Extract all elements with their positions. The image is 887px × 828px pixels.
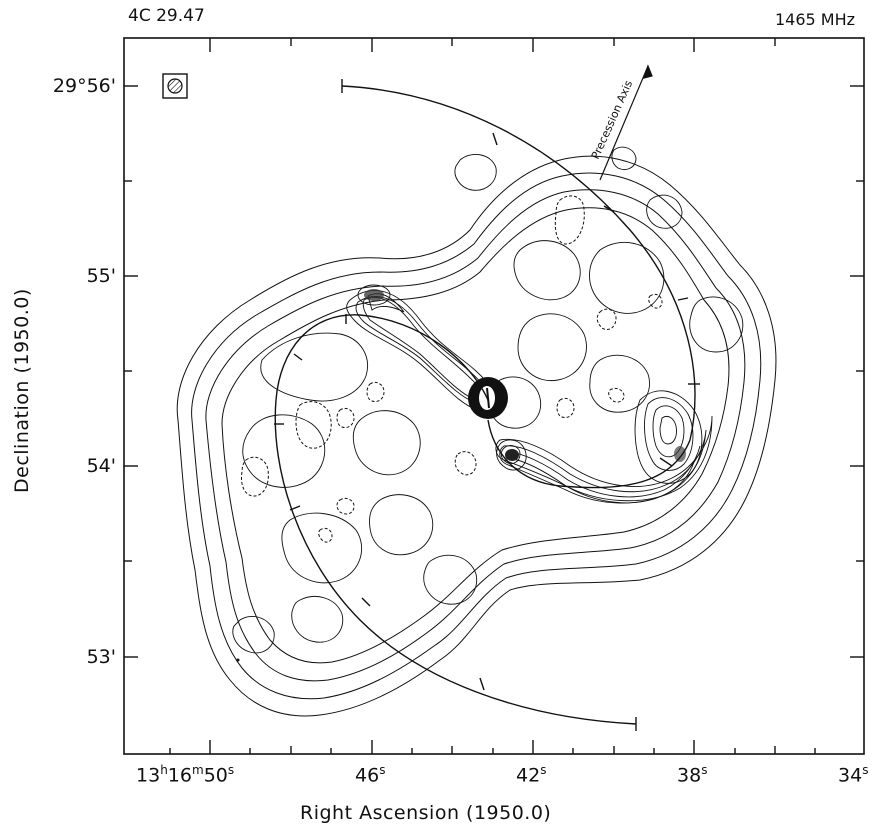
- north-hotspot: [357, 284, 391, 306]
- west-hotspot: [674, 446, 686, 462]
- stray-dot: [236, 658, 240, 662]
- axis-ticks: [124, 38, 864, 754]
- x-tick-label: 34s: [838, 763, 869, 787]
- core: [468, 377, 508, 419]
- x-tick-label: 38s: [677, 763, 708, 787]
- precession-axis-arrow: [599, 64, 653, 181]
- y-axis-label: Declination (1950.0): [11, 288, 33, 493]
- beam-marker: [162, 73, 188, 99]
- y-tick-label: 55': [86, 265, 116, 287]
- y-tick-label: 29°56': [52, 75, 116, 97]
- inner-contours: [232, 146, 744, 654]
- chart-title-right: 1465 MHz: [774, 10, 855, 29]
- y-tick-label: 53': [86, 646, 116, 668]
- x-tick-label: 42s: [516, 763, 547, 787]
- chart-title-left: 4C 29.47: [128, 6, 205, 26]
- negative-contours: [241, 195, 663, 543]
- plot-frame: [123, 37, 865, 755]
- y-tick-label: 54': [86, 455, 116, 477]
- x-tick-label: 13h16m50s: [136, 763, 235, 787]
- x-tick-label: 46s: [355, 763, 386, 787]
- precession-arc: [274, 79, 700, 731]
- jet-contours: [346, 290, 713, 504]
- outer-contours: [176, 155, 777, 717]
- x-axis-label: Right Ascension (1950.0): [300, 802, 552, 824]
- south-hotspot: [505, 449, 519, 461]
